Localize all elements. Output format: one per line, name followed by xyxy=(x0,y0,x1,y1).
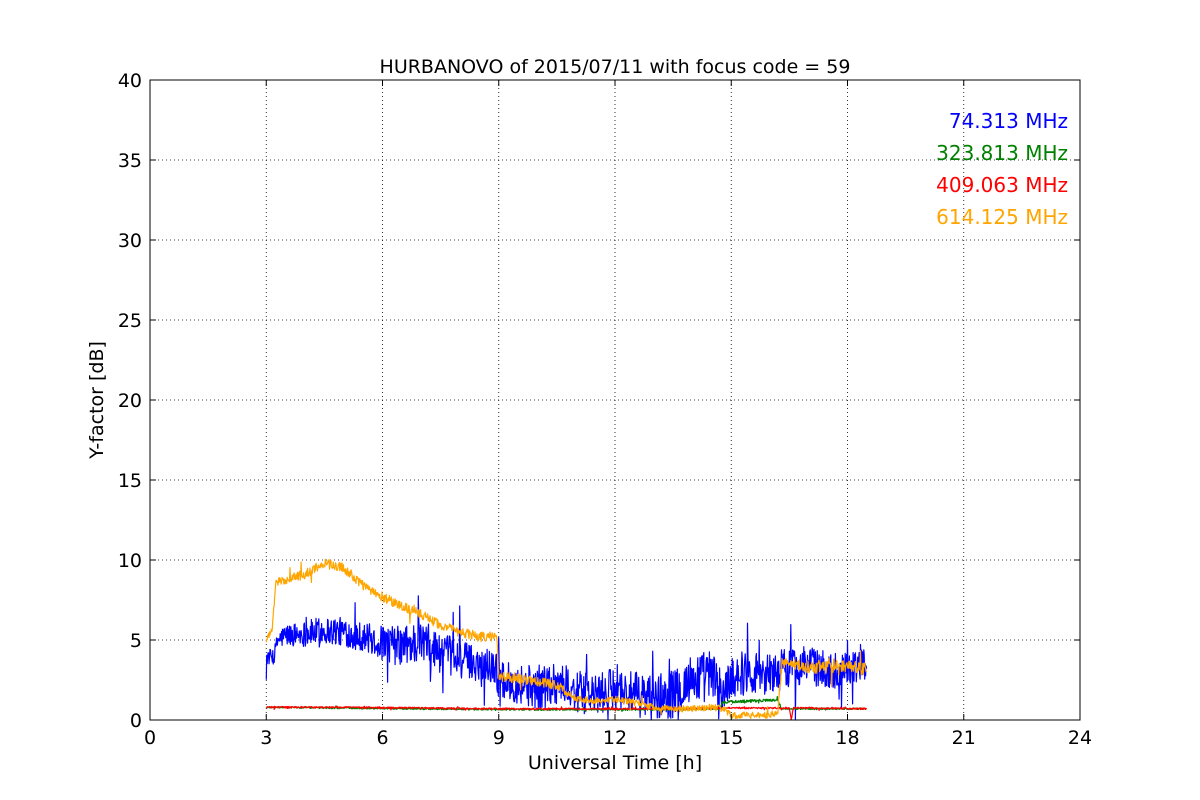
x-tick-label: 0 xyxy=(144,727,156,749)
legend: 74.313 MHz 323.813 MHz 409.063 MHz 614.125 … xyxy=(936,109,1068,229)
y-tick-label: 35 xyxy=(118,150,142,172)
y-axis-label: Y-factor [dB] xyxy=(86,341,108,460)
x-tick-label: 21 xyxy=(952,727,976,749)
x-tick-label: 12 xyxy=(603,727,627,749)
chart-title: HURBANOVO of 2015/07/11 with focus code … xyxy=(380,56,851,78)
y-tick-label: 0 xyxy=(130,710,142,732)
x-tick-label: 24 xyxy=(1068,727,1092,749)
y-tick-label: 10 xyxy=(118,550,142,572)
x-tick-label: 3 xyxy=(260,727,272,749)
series-line xyxy=(265,558,868,719)
y-tick-label: 40 xyxy=(118,70,142,92)
y-tick-label: 20 xyxy=(118,390,142,412)
y-tick-label: 5 xyxy=(130,630,142,652)
x-axis-label: Universal Time [h] xyxy=(528,752,702,774)
x-tick-label: 18 xyxy=(835,727,859,749)
axis-ticks: 0 3 6 9 12 15 18 21 24 0 5 10 15 20 25 30 35 40 xyxy=(118,70,1092,749)
legend-entry: 409.063 MHz xyxy=(936,173,1068,197)
y-tick-label: 30 xyxy=(118,230,142,252)
series-line xyxy=(265,595,868,721)
x-tick-label: 6 xyxy=(376,727,388,749)
y-tick-label: 15 xyxy=(118,470,142,492)
series-line xyxy=(265,705,868,721)
series-lines xyxy=(265,558,868,721)
legend-entry: 614.125 MHz xyxy=(936,205,1068,229)
grid-lines xyxy=(150,80,1080,720)
legend-entry: 74.313 MHz xyxy=(949,109,1068,133)
y-tick-label: 25 xyxy=(118,310,142,332)
legend-entry: 323.813 MHz xyxy=(936,141,1068,165)
x-tick-label: 9 xyxy=(493,727,505,749)
x-tick-label: 15 xyxy=(719,727,743,749)
